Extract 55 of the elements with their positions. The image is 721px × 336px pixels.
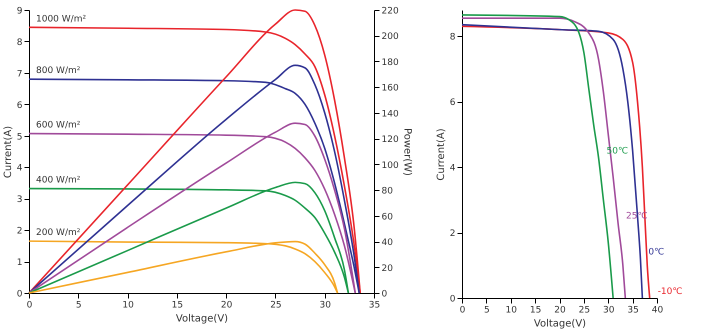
y2-tick-label: 220 bbox=[382, 6, 399, 16]
y2-tick-label: 140 bbox=[382, 109, 399, 120]
x-tick-label: 35 bbox=[627, 306, 639, 316]
series-label: 400 W/m² bbox=[36, 176, 81, 186]
x-tick-label: 30 bbox=[603, 306, 615, 316]
x-tick-label: 10 bbox=[122, 300, 134, 310]
y2-tick-label: 0 bbox=[382, 290, 388, 300]
y-tick-label: 6 bbox=[450, 98, 456, 108]
y-tick-label: 7 bbox=[16, 69, 22, 80]
y-axis-title: Current(A) bbox=[2, 126, 14, 178]
y-tick-label: 2 bbox=[450, 229, 456, 240]
x-tick-label: 5 bbox=[484, 306, 490, 316]
x-tick-label: 25 bbox=[270, 300, 282, 310]
x-tick-label: 35 bbox=[368, 300, 380, 310]
y-tick-label: 8 bbox=[450, 32, 456, 43]
y-tick-label: 3 bbox=[16, 195, 22, 206]
y2-tick-label: 120 bbox=[382, 135, 399, 146]
x-tick-label: 5 bbox=[76, 300, 82, 310]
y2-tick-label: 80 bbox=[382, 186, 394, 197]
x-tick-label: 15 bbox=[172, 300, 184, 310]
x-tick-label: 40 bbox=[652, 306, 664, 316]
y2-tick-label: 160 bbox=[382, 84, 399, 94]
x-tick-label: 0 bbox=[460, 306, 466, 316]
y2-tick-label: 200 bbox=[382, 32, 399, 42]
y-tick-label: 9 bbox=[16, 6, 23, 16]
y2-tick-label: 60 bbox=[382, 212, 394, 222]
y-tick-label: 5 bbox=[16, 132, 22, 142]
x-tick-label: 10 bbox=[506, 306, 518, 316]
series-label: 600 W/m² bbox=[36, 120, 81, 131]
series-label: 0℃ bbox=[648, 248, 664, 258]
y-tick-label: 4 bbox=[450, 164, 456, 174]
x-tick-label: 30 bbox=[319, 300, 332, 310]
y2-tick-label: 40 bbox=[382, 238, 394, 248]
y2-tick-label: 20 bbox=[382, 264, 394, 274]
x-tick-label: 20 bbox=[220, 300, 233, 310]
y-tick-label: 0 bbox=[16, 290, 23, 300]
x-tick-label: 0 bbox=[26, 300, 33, 310]
y-tick-label: 1 bbox=[16, 258, 22, 268]
y2-tick-label: 100 bbox=[382, 160, 399, 171]
y2-tick-label: 180 bbox=[382, 58, 399, 68]
series-label: 200 W/m² bbox=[36, 228, 81, 238]
y-tick-label: 8 bbox=[16, 38, 23, 48]
y-tick-label: 4 bbox=[16, 164, 23, 174]
series-label: 1000 W/m² bbox=[36, 14, 86, 24]
x-tick-label: 25 bbox=[578, 306, 590, 316]
x-tick-label: 15 bbox=[530, 306, 542, 316]
y-tick-label: 6 bbox=[16, 100, 23, 111]
y-axis-title: Current(A) bbox=[436, 128, 447, 181]
x-axis-title: Voltage(V) bbox=[176, 314, 228, 324]
series-label: 800 W/m² bbox=[36, 66, 81, 76]
x-axis-title: Voltage(V) bbox=[534, 318, 586, 330]
series-label: -10℃ bbox=[658, 287, 682, 297]
y2-axis-title: Power(W) bbox=[402, 128, 413, 176]
x-tick-label: 20 bbox=[554, 306, 566, 316]
y-tick-label: 2 bbox=[16, 226, 22, 237]
